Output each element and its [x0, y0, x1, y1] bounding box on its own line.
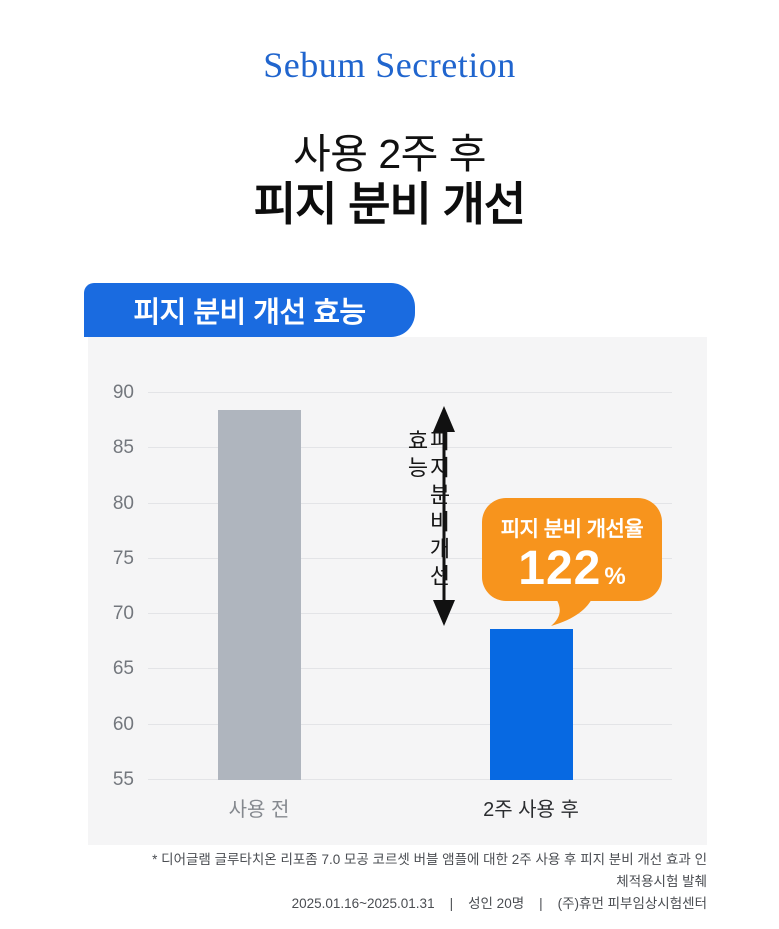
bar-after-2-weeks [490, 628, 573, 780]
y-tick-label: 65 [112, 658, 134, 680]
gridline [148, 613, 672, 615]
eyebrow-title: Sebum Secretion [263, 45, 516, 85]
main-title-line2: 피지 분비 개선 [253, 178, 526, 230]
double-arrow-icon [433, 406, 455, 626]
callout-unit: % [604, 563, 626, 590]
y-tick-label: 70 [112, 603, 134, 625]
gridline [148, 447, 672, 449]
footnote-line2: 2025.01.16~2025.01.31 | 성인 20명 | (주)휴먼 피… [291, 896, 707, 911]
chart-card: 사용 전 2주 사용 후 90 85 80 75 70 65 60 55 피지분비개선효능 피… [88, 337, 707, 845]
section-badge-label: 피지 분비 개선 효능 [133, 297, 366, 329]
x-label-before: 사용 전 [228, 799, 290, 821]
y-tick-label: 90 [112, 382, 134, 403]
y-tick-label: 60 [112, 713, 134, 735]
section-badge: 피지 분비 개선 효능 [84, 283, 415, 337]
x-label-after: 2주 사용 후 [483, 799, 579, 821]
gridline [148, 723, 672, 725]
main-title-line1: 사용 2주 후 [293, 131, 486, 177]
callout-value: 122 [518, 542, 602, 595]
gridline [148, 668, 672, 670]
y-tick-label: 75 [112, 547, 134, 569]
improvement-arrow [429, 405, 459, 627]
gridline [148, 779, 672, 780]
callout-value-row: 122 % [482, 541, 662, 596]
y-tick-label: 55 [112, 769, 134, 790]
gridline [148, 392, 672, 393]
y-tick-label: 80 [112, 492, 134, 514]
bar-before-use [218, 409, 301, 780]
plot-area: 사용 전 2주 사용 후 90 85 80 75 70 65 60 55 [113, 382, 672, 821]
improvement-arrow-label: 피지분비개선효능 [404, 429, 451, 591]
y-tick-label: 85 [112, 437, 134, 459]
improvement-callout: 피지 분비 개선율 122 % [482, 498, 662, 601]
gridline [148, 502, 672, 504]
gridline [148, 557, 672, 559]
footnote-line1: * 디어글램 글루타치온 리포좀 7.0 모공 코르셋 버블 앰플에 대한 2주… [152, 852, 707, 889]
callout-label: 피지 분비 개선율 [500, 518, 644, 541]
callout-tail-icon [551, 597, 593, 626]
footnote: * 디어글램 글루타치온 리포좀 7.0 모공 코르셋 버블 앰플에 대한 2주… [147, 849, 707, 915]
